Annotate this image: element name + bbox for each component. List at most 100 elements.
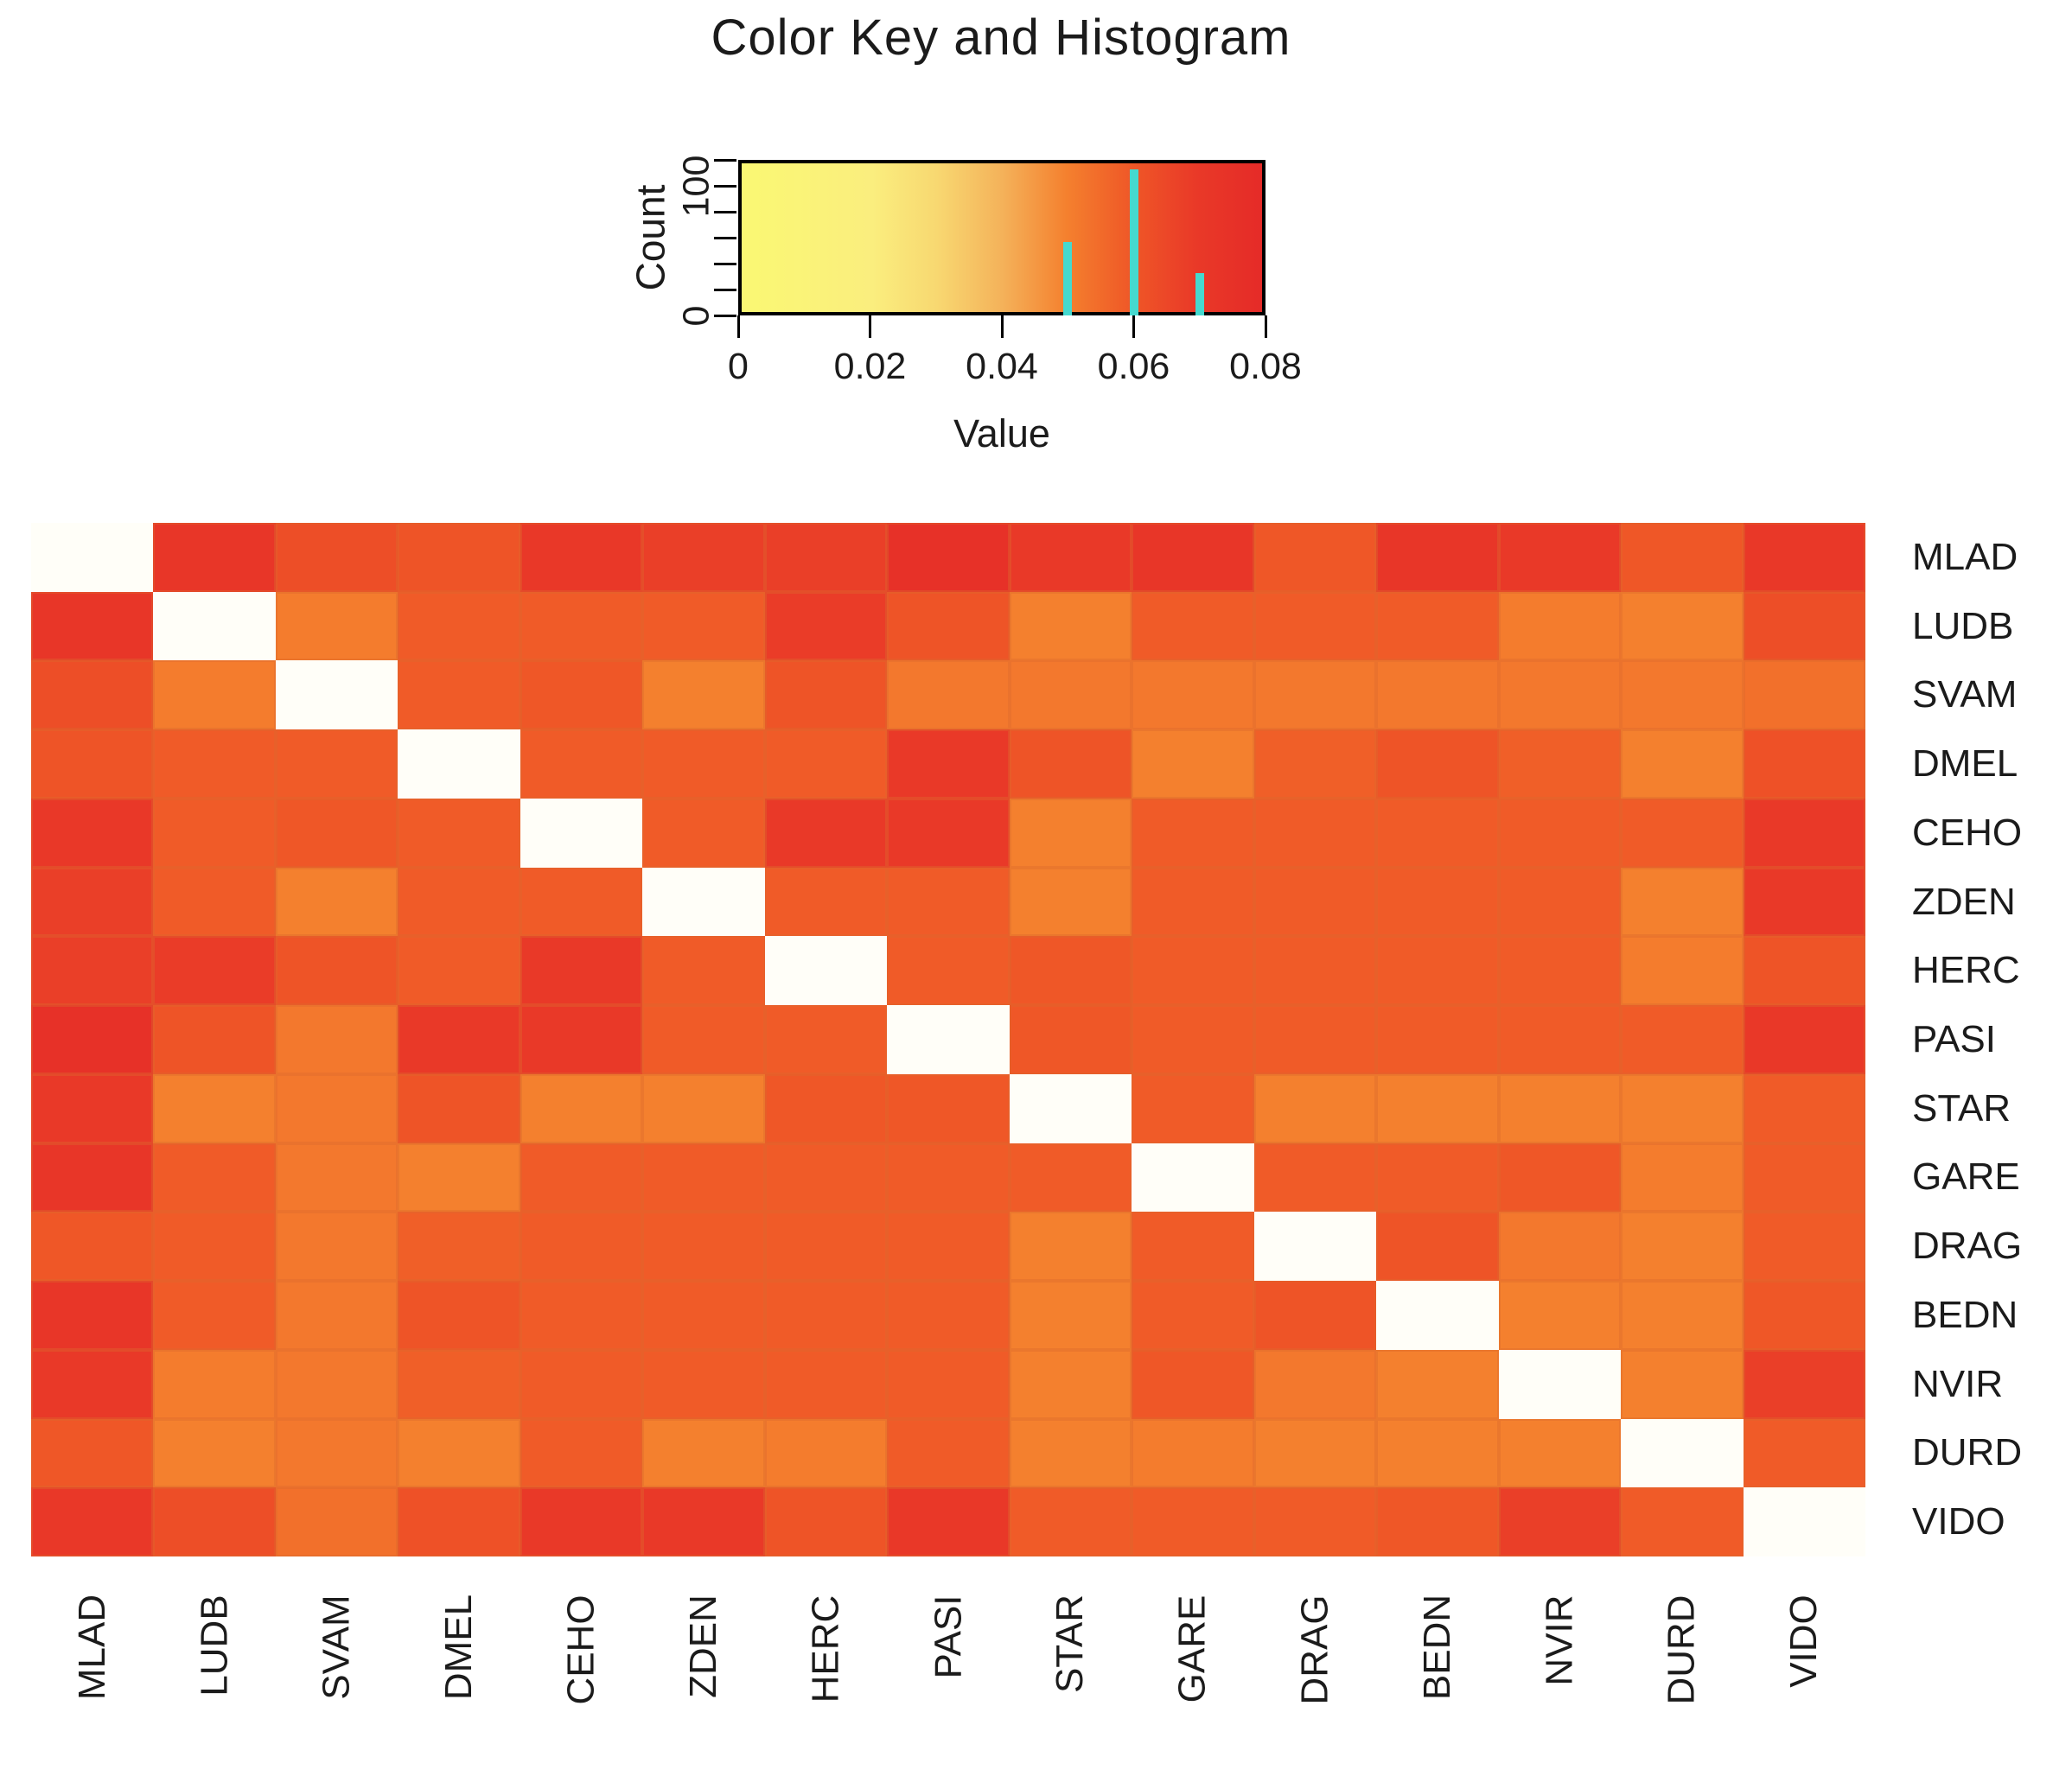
heatmap-cell	[1621, 660, 1744, 730]
heatmap-cell	[1621, 1143, 1744, 1213]
heatmap-cell	[398, 729, 520, 799]
heatmap-cell	[1132, 1281, 1254, 1350]
heatmap-cell	[1009, 591, 1132, 661]
heatmap-cell	[31, 867, 154, 937]
heatmap-cell	[1376, 660, 1499, 730]
row-label: HERC	[1912, 949, 2020, 992]
heatmap-cell	[153, 729, 276, 799]
heatmap-cell	[1253, 523, 1377, 592]
heatmap-cell	[1253, 729, 1377, 799]
heatmap-cell	[275, 936, 398, 1006]
heatmap-cell	[1376, 1281, 1499, 1350]
heatmap-cell	[275, 1487, 398, 1556]
heatmap-cell	[887, 1073, 1010, 1143]
x-axis-tick	[869, 315, 871, 338]
heatmap-cell	[1132, 1487, 1254, 1556]
y-axis-tick	[714, 288, 736, 291]
heatmap-cell	[1253, 1418, 1377, 1488]
heatmap-cell	[887, 729, 1010, 799]
count-tick-label: 100	[675, 155, 717, 217]
heatmap-cell	[398, 936, 520, 1006]
heatmap-cell	[1376, 591, 1499, 661]
row-label: GARE	[1912, 1155, 2020, 1199]
heatmap-cell	[520, 936, 643, 1006]
color-key-gradient	[738, 160, 1266, 315]
heatmap-cell	[1376, 523, 1499, 592]
heatmap-cell	[1009, 1143, 1132, 1213]
chart-title: Color Key and Histogram	[711, 10, 1291, 66]
row-label: STAR	[1912, 1086, 2011, 1130]
heatmap-cell	[153, 1005, 276, 1074]
histogram-bar	[1195, 272, 1204, 315]
col-label: DURD	[1660, 1594, 1703, 1705]
heatmap-cell	[153, 1281, 276, 1350]
heatmap-cell	[1621, 1487, 1744, 1556]
heatmap-cell	[1498, 660, 1622, 730]
heatmap-cell	[887, 1487, 1010, 1556]
heatmap-cell	[887, 1143, 1010, 1213]
heatmap-cell	[1376, 936, 1499, 1006]
heatmap-cell	[1009, 1487, 1132, 1556]
heatmap-cell	[275, 1005, 398, 1074]
heatmap-cell	[1009, 798, 1132, 868]
heatmap-cell	[275, 1073, 398, 1143]
heatmap-cell	[520, 798, 643, 868]
histogram-bar	[1063, 241, 1073, 315]
row-label: VIDO	[1912, 1500, 2005, 1544]
heatmap-cell	[31, 1212, 154, 1282]
heatmap-cell	[1498, 798, 1622, 868]
heatmap-cell	[398, 660, 520, 730]
heatmap-cell	[275, 523, 398, 592]
count-tick-label: 0	[675, 305, 717, 326]
heatmap-cell	[153, 867, 276, 937]
col-label: STAR	[1049, 1594, 1092, 1694]
heatmap-cell	[642, 1073, 765, 1143]
heatmap-cell	[31, 798, 154, 868]
heatmap-cell	[642, 1143, 765, 1213]
heatmap-cell	[153, 523, 276, 592]
heatmap-cell	[1132, 1073, 1254, 1143]
heatmap-cell	[764, 1005, 888, 1074]
heatmap-cell	[764, 591, 888, 661]
row-label: CEHO	[1912, 811, 2023, 854]
heatmap-cell	[887, 1418, 1010, 1488]
heatmap-cell	[1376, 1418, 1499, 1488]
heatmap-cell	[1498, 1143, 1622, 1213]
heatmap-cell	[520, 1212, 643, 1282]
heatmap-cell	[764, 1281, 888, 1350]
col-label: PASI	[927, 1594, 970, 1679]
heatmap-cell	[1498, 523, 1622, 592]
heatmap-cell	[1009, 1349, 1132, 1419]
x-axis-tick	[736, 315, 740, 338]
heatmap-cell	[764, 798, 888, 868]
heatmap-cell	[398, 1143, 520, 1213]
value-axis-label: Value	[953, 411, 1050, 455]
heatmap-cell	[1376, 1487, 1499, 1556]
heatmap-cell	[642, 1281, 765, 1350]
heatmap-cell	[887, 523, 1010, 592]
heatmap-cell	[520, 1418, 643, 1488]
heatmap-cell	[1498, 936, 1622, 1006]
heatmap-cell	[642, 729, 765, 799]
col-label: BEDN	[1415, 1594, 1458, 1701]
heatmap-cell	[1743, 729, 1865, 799]
heatmap-cell	[1253, 1073, 1377, 1143]
heatmap-cell	[31, 1143, 154, 1213]
heatmap-grid	[31, 523, 1865, 1556]
heatmap-cell	[1132, 1005, 1254, 1074]
heatmap-cell	[1621, 936, 1744, 1006]
heatmap-cell	[31, 729, 154, 799]
heatmap-cell	[1009, 1281, 1132, 1350]
heatmap-cell	[1253, 1487, 1377, 1556]
row-label: DRAG	[1912, 1225, 2023, 1268]
col-label: DMEL	[437, 1594, 481, 1701]
x-tick-label: 0.08	[1229, 346, 1302, 387]
x-tick-label: 0.06	[1097, 346, 1170, 387]
heatmap-cell	[153, 1487, 276, 1556]
heatmap-cell	[1376, 1212, 1499, 1282]
heatmap-cell	[764, 729, 888, 799]
heatmap-cell	[887, 798, 1010, 868]
heatmap-cell	[31, 1005, 154, 1074]
heatmap-cell	[887, 591, 1010, 661]
heatmap-cell	[1253, 1349, 1377, 1419]
